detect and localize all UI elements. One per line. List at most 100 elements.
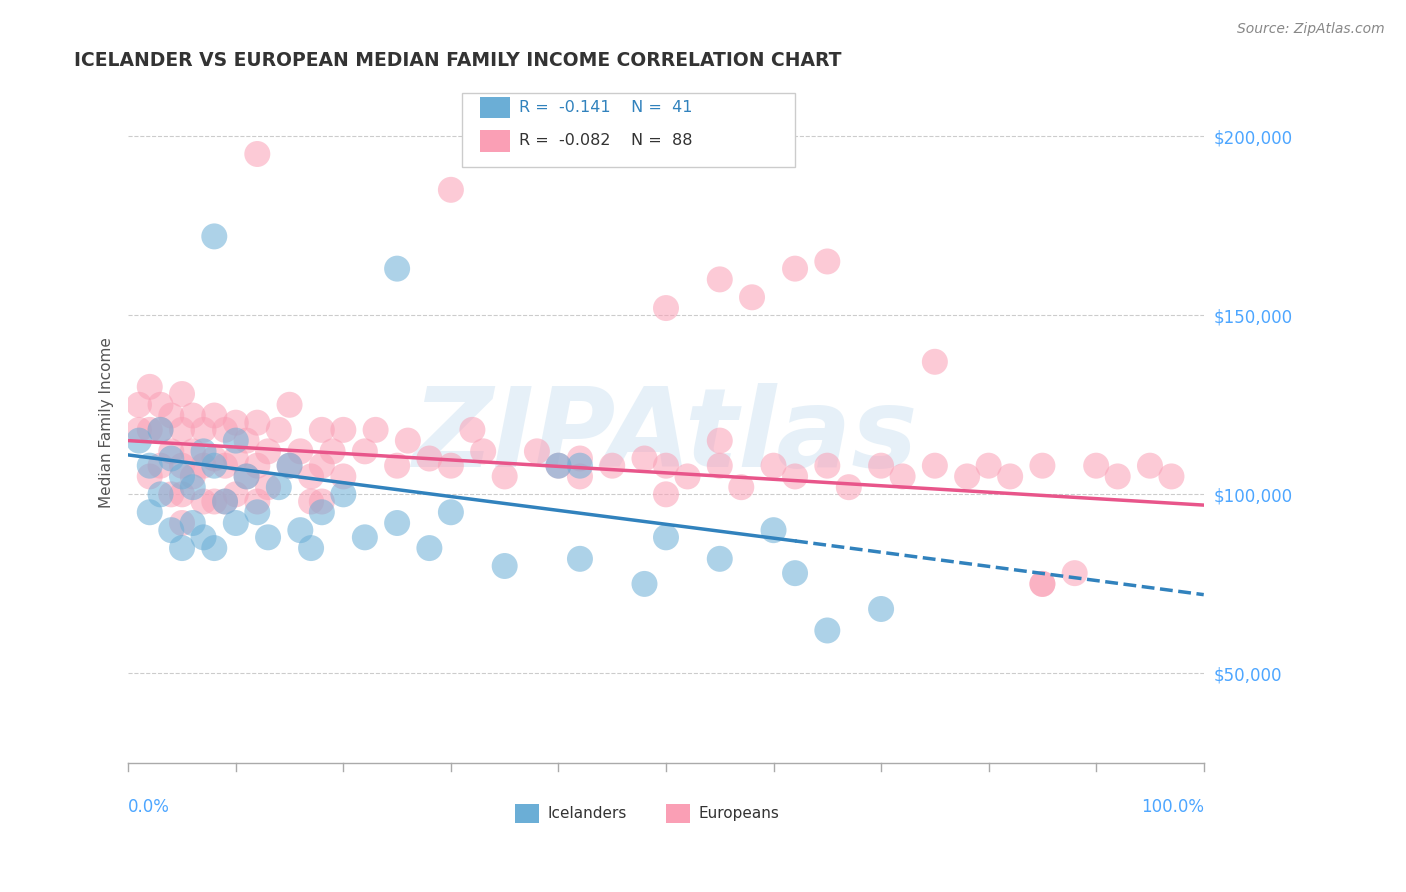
Point: [160, 451, 183, 466]
Point: [998, 469, 1021, 483]
Point: [149, 487, 172, 501]
Point: [709, 434, 731, 448]
Point: [160, 523, 183, 537]
Point: [299, 494, 322, 508]
Point: [568, 458, 591, 473]
Point: [1031, 577, 1053, 591]
Point: [267, 480, 290, 494]
Point: [815, 458, 838, 473]
Point: [181, 409, 204, 423]
Point: [924, 458, 946, 473]
Point: [202, 451, 225, 466]
Point: [655, 530, 678, 544]
Point: [494, 559, 516, 574]
Point: [139, 458, 162, 473]
Point: [815, 624, 838, 638]
Point: [311, 494, 333, 508]
Point: [891, 469, 914, 483]
Point: [202, 229, 225, 244]
Y-axis label: Median Family Income: Median Family Income: [100, 337, 114, 508]
Point: [149, 398, 172, 412]
Point: [202, 541, 225, 555]
Point: [214, 423, 236, 437]
Point: [600, 458, 623, 473]
Point: [149, 458, 172, 473]
Point: [709, 458, 731, 473]
Point: [385, 458, 408, 473]
Point: [418, 541, 440, 555]
Point: [246, 494, 269, 508]
Point: [193, 458, 215, 473]
Point: [353, 530, 375, 544]
Point: [139, 505, 162, 519]
Point: [193, 444, 215, 458]
Point: [214, 494, 236, 508]
Point: [655, 458, 678, 473]
Point: [128, 423, 150, 437]
Point: [170, 387, 193, 401]
Point: [181, 469, 204, 483]
Point: [332, 423, 354, 437]
Point: [193, 423, 215, 437]
Point: [160, 444, 183, 458]
Text: ZIPAtlas: ZIPAtlas: [413, 383, 918, 490]
Point: [676, 469, 699, 483]
FancyBboxPatch shape: [516, 804, 538, 823]
Point: [225, 487, 247, 501]
Point: [193, 494, 215, 508]
Point: [1107, 469, 1129, 483]
Point: [235, 469, 257, 483]
Point: [1139, 458, 1161, 473]
Point: [385, 516, 408, 530]
Point: [257, 444, 280, 458]
Point: [783, 469, 806, 483]
Point: [149, 423, 172, 437]
Point: [364, 423, 387, 437]
Point: [547, 458, 569, 473]
Point: [311, 423, 333, 437]
FancyBboxPatch shape: [461, 93, 794, 168]
Point: [257, 530, 280, 544]
Point: [783, 261, 806, 276]
Point: [741, 290, 763, 304]
Point: [924, 355, 946, 369]
Point: [235, 469, 257, 483]
Point: [278, 458, 301, 473]
Point: [193, 530, 215, 544]
Point: [278, 398, 301, 412]
Text: Europeans: Europeans: [699, 805, 779, 821]
Point: [246, 505, 269, 519]
Point: [128, 434, 150, 448]
Point: [149, 423, 172, 437]
Point: [299, 469, 322, 483]
Point: [202, 409, 225, 423]
Point: [568, 451, 591, 466]
Point: [235, 434, 257, 448]
Point: [225, 516, 247, 530]
Point: [815, 254, 838, 268]
Point: [139, 380, 162, 394]
Point: [870, 458, 893, 473]
Point: [838, 480, 860, 494]
Point: [655, 487, 678, 501]
Point: [225, 451, 247, 466]
Point: [633, 577, 655, 591]
Point: [181, 516, 204, 530]
Point: [870, 602, 893, 616]
Point: [655, 301, 678, 315]
Point: [170, 423, 193, 437]
Point: [440, 183, 463, 197]
Point: [547, 458, 569, 473]
Point: [160, 487, 183, 501]
Point: [526, 444, 548, 458]
FancyBboxPatch shape: [479, 130, 510, 152]
Point: [385, 261, 408, 276]
Point: [139, 423, 162, 437]
Point: [1031, 458, 1053, 473]
Text: R =  -0.082    N =  88: R = -0.082 N = 88: [519, 134, 692, 148]
Point: [170, 541, 193, 555]
Point: [246, 416, 269, 430]
Point: [1031, 577, 1053, 591]
Point: [181, 444, 204, 458]
FancyBboxPatch shape: [479, 96, 510, 119]
